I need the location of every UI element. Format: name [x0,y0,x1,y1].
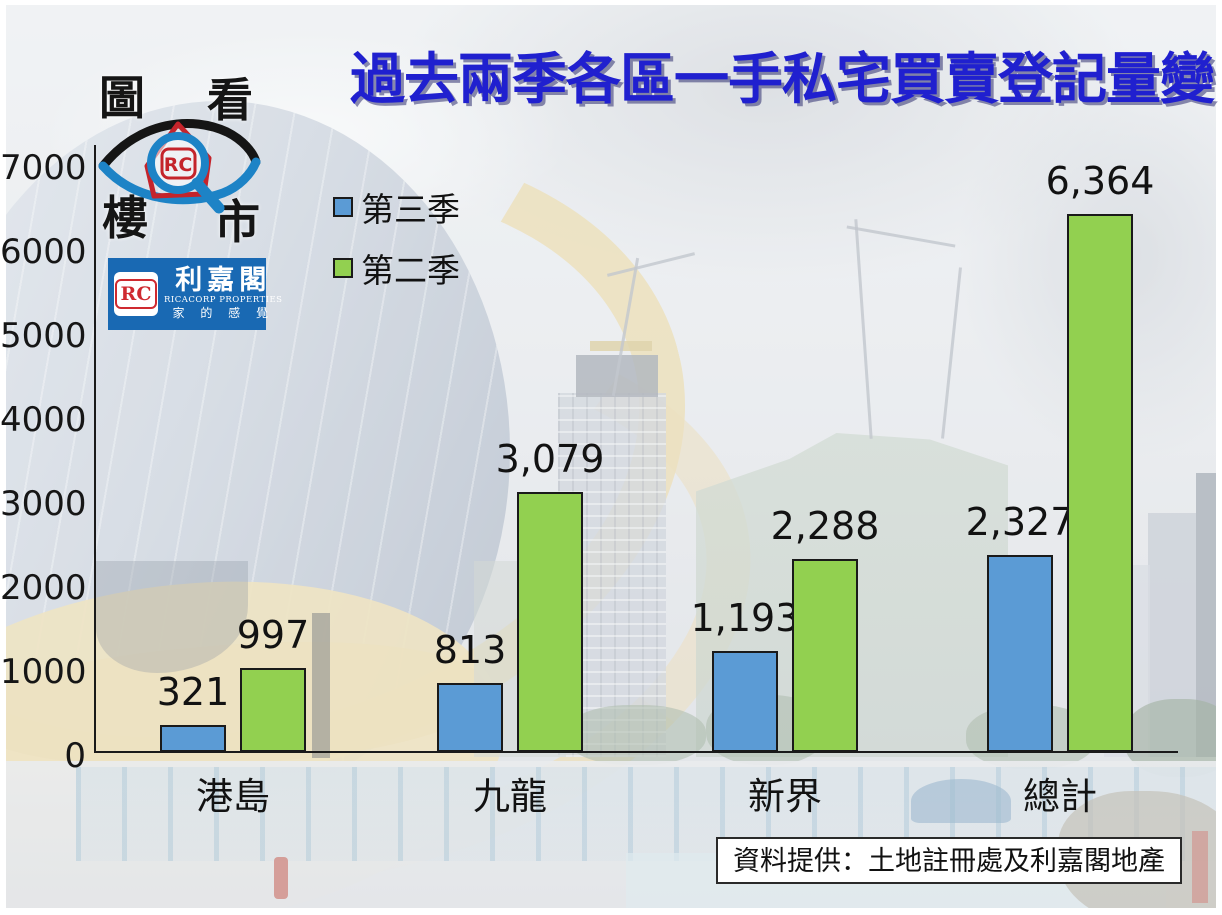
legend-label-q2: 第二季 [361,251,460,290]
legend-label-q3: 第三季 [361,190,460,229]
background-fire-extinguisher [274,857,288,899]
eye-house-magnifier-icon: RC [98,119,261,214]
value-label-series1-group1: 3,079 [495,437,605,481]
category-label-3: 總計 [1023,775,1097,818]
category-label-2: 新界 [748,775,822,818]
background-trees [566,705,706,765]
y-axis-line [94,145,96,753]
tukan-monogram: RC [164,154,193,176]
bar-series0-group0 [160,725,226,752]
ricacorp-monogram-box: RC [114,272,158,316]
tukan-char-bottom-left: 樓 [102,191,148,245]
value-label-series1-group2: 2,288 [770,504,880,548]
tukan-char-top-left: 圖 [99,71,145,125]
bar-series1-group3 [1067,214,1133,752]
bar-series0-group1 [437,683,503,752]
bar-series1-group0 [240,668,306,752]
value-label-series1-group3: 6,364 [1045,159,1155,203]
ricacorp-monogram: RC [114,279,158,309]
page-title: 過去兩季各區一手私宅買賣登記量變 [350,47,1215,111]
background-tent [911,779,1011,823]
background-tower [1196,473,1216,757]
x-axis-line [94,751,1178,753]
background-pillar [312,613,330,758]
category-label-1: 九龍 [473,775,547,818]
source-note: 資料提供：土地註冊處及利嘉閣地產 [716,837,1182,884]
ricacorp-name-en: RICACORP PROPERTIES [164,295,283,305]
category-label-0: 港島 [196,775,270,818]
bar-series0-group2 [712,651,778,752]
value-label-series0-group0: 321 [156,670,230,714]
bar-series0-group3 [987,555,1053,752]
legend-swatch-q2 [333,258,353,278]
y-tick-2000: 2000 [0,568,87,608]
value-label-series0-group1: 813 [433,628,507,672]
background-red-structure [1192,831,1208,903]
y-tick-7000: 7000 [0,148,87,188]
tukan-logo: 圖 看 樓 市 RC [95,60,263,250]
bar-series1-group2 [792,559,858,752]
tukan-char-top-right: 看 [207,73,253,127]
y-tick-3000: 3000 [0,484,87,524]
ricacorp-text: 利嘉閣 RICACORP PROPERTIES 家 的 感 覺 [164,267,283,321]
y-tick-6000: 6000 [0,232,87,272]
legend-item-q2: 第二季 [333,247,460,290]
legend-swatch-q3 [333,197,353,217]
ricacorp-name-cn: 利嘉閣 [175,265,272,296]
value-label-series1-group0: 997 [236,613,310,657]
bar-series1-group1 [517,492,583,752]
y-tick-5000: 5000 [0,316,87,356]
y-tick-1000: 1000 [0,652,87,692]
ricacorp-tagline: 家 的 感 覺 [172,306,274,320]
y-tick-0: 0 [64,736,86,776]
legend-item-q3: 第三季 [333,186,460,229]
value-label-series0-group3: 2,327 [965,500,1075,544]
value-label-series0-group2: 1,193 [690,596,800,640]
y-tick-4000: 4000 [0,400,87,440]
ricacorp-logo: RC 利嘉閣 RICACORP PROPERTIES 家 的 感 覺 [108,258,282,330]
